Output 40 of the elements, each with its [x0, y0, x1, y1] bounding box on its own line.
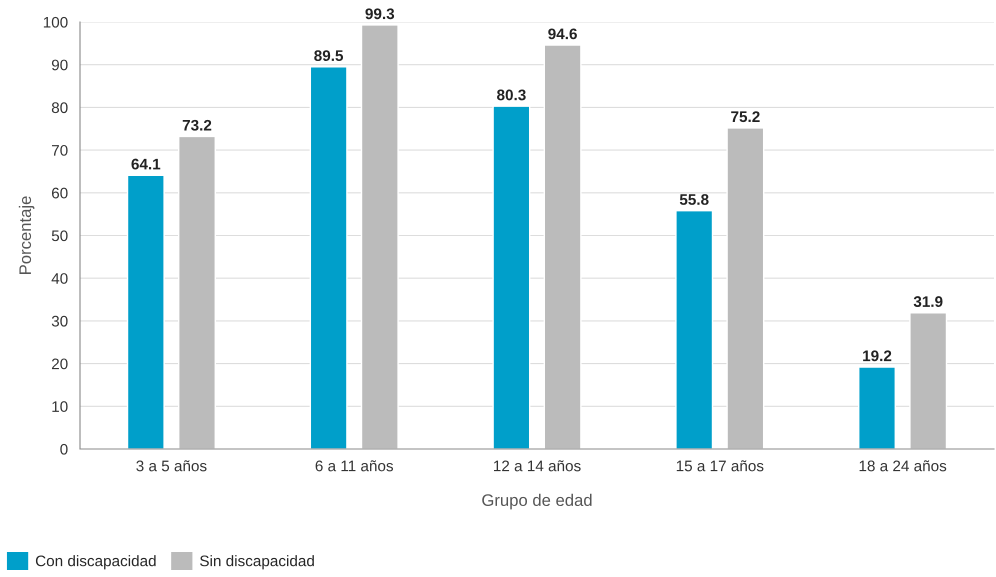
- y-tick-label: 50: [52, 230, 68, 242]
- data-label: 73.2: [182, 120, 212, 131]
- legend-label: Sin discapacidad: [200, 555, 314, 570]
- data-label: 80.3: [497, 90, 526, 100]
- x-tick-label: 3 a 5 años: [136, 460, 207, 472]
- bar: [909, 312, 948, 449]
- x-tick-label: 18 a 24 años: [860, 460, 946, 472]
- y-tick-label: 0: [60, 444, 68, 455]
- y-tick-label: 100: [44, 16, 68, 28]
- bar: [544, 44, 582, 449]
- y-tick-label: 10: [52, 401, 68, 412]
- bar: [726, 127, 764, 449]
- bar: [492, 105, 530, 449]
- data-label: 75.2: [731, 111, 760, 122]
- x-tick-label: 6 a 11 años: [316, 460, 394, 472]
- bar: [360, 24, 399, 449]
- bar: [675, 210, 714, 449]
- y-tick-label: 80: [52, 102, 68, 114]
- data-label: 89.5: [314, 50, 344, 62]
- data-label: 94.6: [548, 28, 577, 40]
- bar: [178, 136, 216, 449]
- data-label: 55.8: [680, 194, 709, 205]
- y-tick-label: 60: [52, 188, 68, 198]
- y-tick-label: 40: [52, 273, 68, 284]
- legend-label: Con discapacidad: [36, 555, 156, 570]
- x-axis-title: Grupo de edad: [482, 494, 592, 510]
- y-tick-label: 70: [52, 144, 68, 156]
- data-label: 31.9: [914, 296, 942, 308]
- y-tick-label: 20: [52, 358, 68, 370]
- bar: [858, 366, 896, 449]
- data-label: 99.3: [365, 8, 394, 20]
- x-tick-label: 12 a 14 años: [494, 460, 581, 472]
- bar: [310, 66, 348, 449]
- y-axis-title: Porcentaje: [18, 196, 34, 274]
- x-tick-label: 15 a 17 años: [676, 460, 764, 472]
- data-label: 19.2: [863, 350, 892, 362]
- y-tick-label: 90: [52, 60, 68, 70]
- bar: [126, 174, 165, 449]
- data-label: 64.1: [132, 158, 160, 170]
- y-tick-label: 30: [52, 316, 68, 327]
